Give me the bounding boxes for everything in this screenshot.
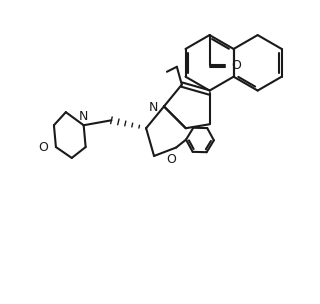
Text: O: O xyxy=(166,154,176,167)
Text: N: N xyxy=(79,110,88,123)
Text: N: N xyxy=(149,101,158,114)
Text: O: O xyxy=(38,140,48,154)
Text: O: O xyxy=(231,59,241,72)
